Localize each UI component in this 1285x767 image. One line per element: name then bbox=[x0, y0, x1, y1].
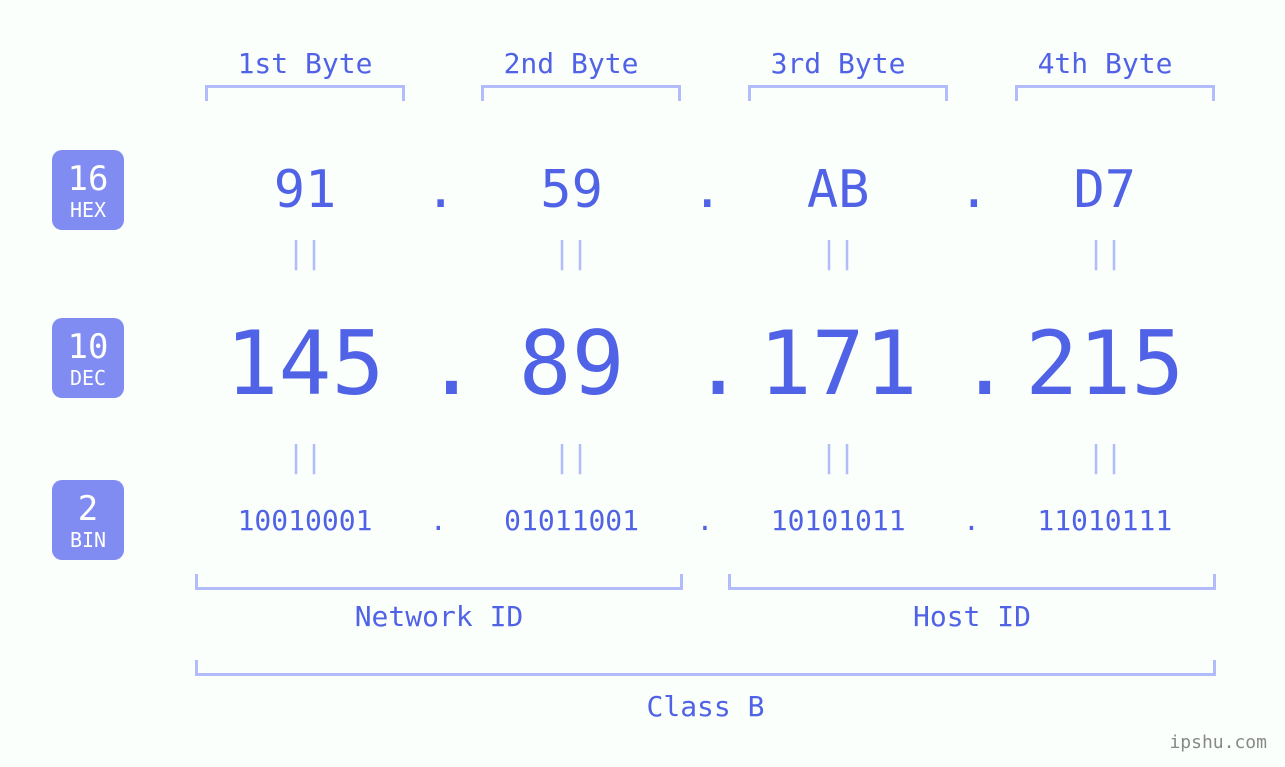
dot-icon: . bbox=[425, 312, 452, 415]
bin-byte-4: 11010111 bbox=[985, 504, 1225, 537]
dot-icon: . bbox=[958, 504, 985, 537]
byte-label-2: 2nd Byte bbox=[451, 47, 691, 80]
dot-icon: . bbox=[958, 312, 985, 415]
label-network-id: Network ID bbox=[195, 600, 683, 633]
dec-byte-3: 171 bbox=[718, 312, 958, 415]
label-class: Class B bbox=[195, 690, 1216, 723]
dot-icon: . bbox=[692, 312, 719, 415]
hex-byte-3: AB bbox=[718, 160, 958, 220]
equals-icon: || bbox=[451, 236, 691, 271]
dec-byte-2: 89 bbox=[452, 312, 692, 415]
label-host-id: Host ID bbox=[728, 600, 1216, 633]
badge-bin: 2 BIN bbox=[52, 480, 124, 560]
bin-byte-3: 10101011 bbox=[718, 504, 958, 537]
badge-hex-name: HEX bbox=[70, 200, 106, 220]
hex-byte-4: D7 bbox=[985, 160, 1225, 220]
equals-icon: || bbox=[718, 236, 958, 271]
bracket-byte-2 bbox=[481, 85, 681, 101]
equals-icon: || bbox=[185, 236, 425, 271]
badge-hex: 16 HEX bbox=[52, 150, 124, 230]
bin-byte-2: 01011001 bbox=[452, 504, 692, 537]
equals-icon: || bbox=[451, 440, 691, 475]
bracket-network-id bbox=[195, 574, 683, 590]
badge-bin-name: BIN bbox=[70, 530, 106, 550]
dot-icon: . bbox=[425, 160, 452, 220]
equals-icon: || bbox=[718, 440, 958, 475]
bracket-class bbox=[195, 660, 1216, 676]
byte-label-3: 3rd Byte bbox=[718, 47, 958, 80]
bracket-host-id bbox=[728, 574, 1216, 590]
equals-icon: || bbox=[185, 440, 425, 475]
equals-icon: || bbox=[985, 236, 1225, 271]
dec-row: 145.89.171.215 bbox=[185, 312, 1225, 415]
badge-dec: 10 DEC bbox=[52, 318, 124, 398]
equals-icon: || bbox=[985, 440, 1225, 475]
badge-dec-num: 10 bbox=[68, 330, 109, 364]
hex-row: 91.59.AB.D7 bbox=[185, 160, 1225, 220]
badge-hex-num: 16 bbox=[68, 162, 109, 196]
bracket-byte-1 bbox=[205, 85, 405, 101]
byte-label-4: 4th Byte bbox=[985, 47, 1225, 80]
dec-byte-1: 145 bbox=[185, 312, 425, 415]
byte-label-1: 1st Byte bbox=[185, 47, 425, 80]
bin-byte-1: 10010001 bbox=[185, 504, 425, 537]
dot-icon: . bbox=[958, 160, 985, 220]
hex-byte-2: 59 bbox=[452, 160, 692, 220]
bracket-byte-3 bbox=[748, 85, 948, 101]
bin-row: 10010001.01011001.10101011.11010111 bbox=[185, 504, 1225, 537]
dot-icon: . bbox=[692, 504, 719, 537]
dot-icon: . bbox=[692, 160, 719, 220]
hex-byte-1: 91 bbox=[185, 160, 425, 220]
bracket-byte-4 bbox=[1015, 85, 1215, 101]
badge-bin-num: 2 bbox=[78, 492, 98, 526]
badge-dec-name: DEC bbox=[70, 368, 106, 388]
dec-byte-4: 215 bbox=[985, 312, 1225, 415]
dot-icon: . bbox=[425, 504, 452, 537]
ip-diagram: 1st Byte 2nd Byte 3rd Byte 4th Byte 16 H… bbox=[0, 0, 1285, 767]
watermark: ipshu.com bbox=[1169, 732, 1267, 753]
